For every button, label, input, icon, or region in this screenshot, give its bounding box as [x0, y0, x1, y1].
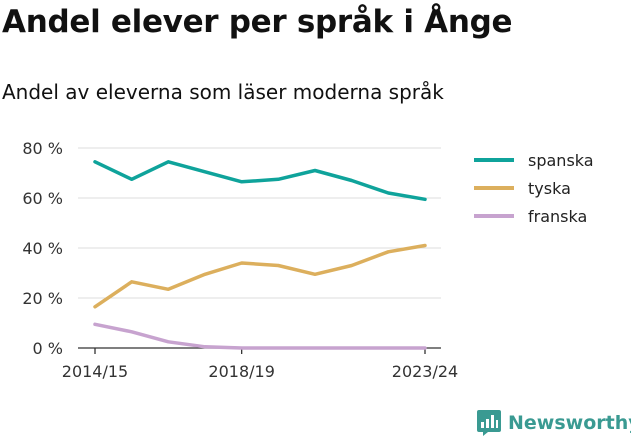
legend: spanska tyska franska	[474, 151, 594, 226]
y-tick-label: 20 %	[22, 289, 63, 308]
y-tick-label: 40 %	[22, 239, 63, 258]
y-tick-label: 80 %	[22, 139, 63, 158]
series-line-tyska	[93, 243, 427, 309]
bar-chart-logo-icon	[477, 410, 501, 436]
y-tick-label: 60 %	[22, 189, 63, 208]
newsworthy-brand: Newsworthy	[477, 408, 631, 438]
x-tick-label: 2018/19	[208, 362, 274, 381]
y-axis: 0 % 20 % 40 % 60 % 80 %	[22, 139, 63, 358]
y-tick-label: 0 %	[33, 339, 63, 358]
chart-subtitle: Andel av eleverna som läser moderna språ…	[2, 80, 444, 104]
chart-title: Andel elever per språk i Ånge	[2, 4, 513, 40]
series-line-franska	[93, 322, 427, 350]
brand-name: Newsworthy	[508, 412, 631, 434]
series-lines	[93, 160, 427, 350]
x-tick-label: 2014/15	[62, 362, 128, 381]
series-line-spanska	[93, 160, 427, 202]
legend-label-spanska: spanska	[528, 151, 594, 170]
x-tick-label: 2023/24	[392, 362, 458, 381]
legend-label-tyska: tyska	[528, 179, 571, 198]
legend-label-franska: franska	[528, 207, 587, 226]
x-axis: 2014/15 2018/19 2023/24	[62, 348, 458, 381]
